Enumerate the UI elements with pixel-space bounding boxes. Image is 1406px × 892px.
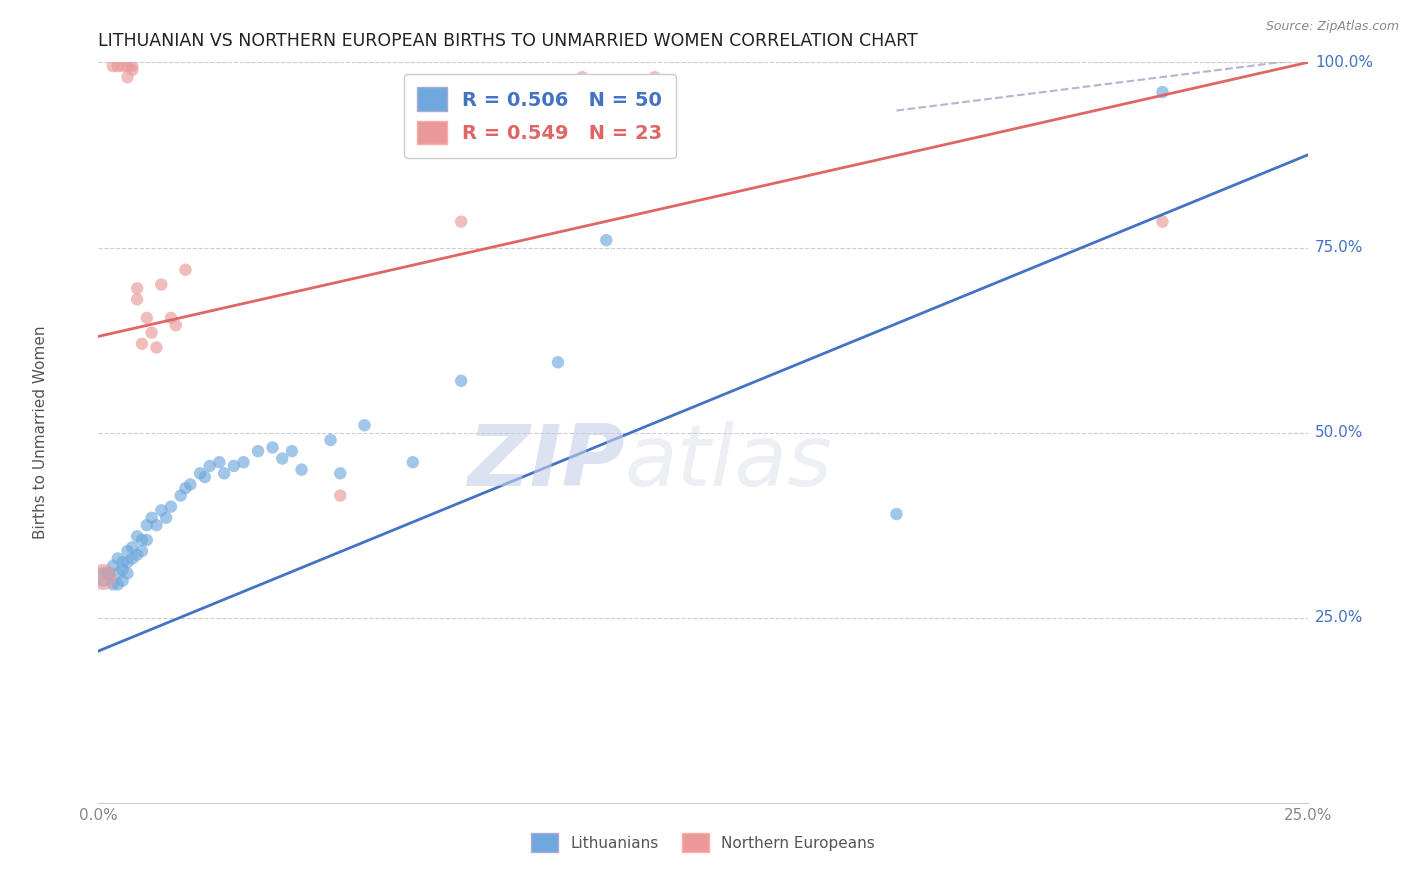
Point: [111, 59, 134, 73]
Point: [595, 233, 617, 247]
Point: [232, 455, 254, 469]
Point: [111, 574, 134, 588]
Point: [127, 293, 149, 307]
Point: [117, 566, 139, 581]
Point: [319, 433, 342, 447]
Point: [117, 70, 139, 85]
Point: [117, 544, 139, 558]
Text: Source: ZipAtlas.com: Source: ZipAtlas.com: [1265, 20, 1399, 33]
Text: LITHUANIAN VS NORTHERN EUROPEAN BIRTHS TO UNMARRIED WOMEN CORRELATION CHART: LITHUANIAN VS NORTHERN EUROPEAN BIRTHS T…: [98, 32, 918, 50]
Point: [165, 318, 187, 333]
Point: [117, 59, 139, 73]
Point: [547, 355, 569, 369]
Point: [222, 458, 245, 473]
Point: [91, 570, 114, 584]
Text: 25.0%: 25.0%: [1315, 610, 1364, 625]
Text: 100.0%: 100.0%: [1315, 55, 1372, 70]
Point: [198, 458, 221, 473]
Point: [135, 310, 157, 325]
Point: [91, 570, 114, 584]
Point: [329, 489, 352, 503]
Point: [131, 336, 153, 351]
Point: [141, 326, 163, 340]
Point: [271, 451, 294, 466]
Point: [571, 70, 593, 85]
Point: [194, 470, 217, 484]
Point: [101, 558, 124, 573]
Text: 50.0%: 50.0%: [1315, 425, 1364, 440]
Point: [117, 555, 139, 569]
Point: [121, 62, 143, 77]
Point: [402, 455, 425, 469]
Point: [353, 418, 375, 433]
Point: [135, 518, 157, 533]
Point: [121, 541, 143, 555]
Point: [174, 481, 197, 495]
Point: [212, 467, 235, 481]
Text: 75.0%: 75.0%: [1315, 240, 1364, 255]
Point: [160, 500, 183, 514]
Point: [121, 59, 143, 73]
Point: [145, 518, 167, 533]
Point: [247, 444, 270, 458]
Point: [111, 563, 134, 577]
Point: [127, 281, 149, 295]
Point: [1152, 214, 1174, 228]
Point: [450, 214, 472, 228]
Point: [886, 507, 908, 521]
Point: [155, 510, 177, 524]
Point: [450, 374, 472, 388]
Point: [111, 555, 134, 569]
Point: [329, 467, 352, 481]
Text: atlas: atlas: [624, 421, 832, 504]
Point: [150, 503, 173, 517]
Legend: Lithuanians, Northern Europeans: Lithuanians, Northern Europeans: [524, 827, 882, 858]
Point: [131, 544, 153, 558]
Point: [281, 444, 304, 458]
Point: [127, 529, 149, 543]
Point: [179, 477, 201, 491]
Point: [107, 59, 129, 73]
Point: [169, 489, 191, 503]
Point: [101, 577, 124, 591]
Point: [107, 551, 129, 566]
Point: [262, 441, 284, 455]
Point: [290, 462, 312, 476]
Point: [150, 277, 173, 292]
Point: [174, 262, 197, 277]
Point: [101, 59, 124, 73]
Point: [107, 566, 129, 581]
Point: [644, 70, 666, 85]
Text: ZIP: ZIP: [467, 421, 624, 504]
Point: [131, 533, 153, 547]
Point: [121, 551, 143, 566]
Point: [141, 510, 163, 524]
Point: [208, 455, 231, 469]
Point: [127, 548, 149, 562]
Point: [97, 566, 120, 581]
Point: [188, 467, 211, 481]
Point: [107, 577, 129, 591]
Point: [145, 341, 167, 355]
Text: Births to Unmarried Women: Births to Unmarried Women: [32, 326, 48, 540]
Point: [1152, 85, 1174, 99]
Point: [160, 310, 183, 325]
Point: [135, 533, 157, 547]
